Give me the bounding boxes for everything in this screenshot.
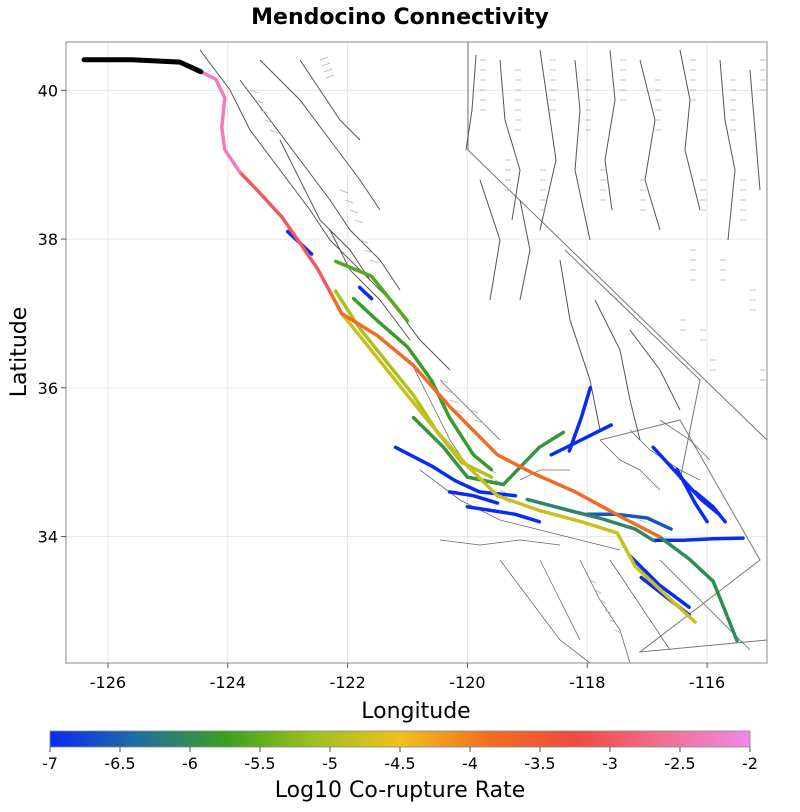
rupture-trace — [465, 505, 542, 524]
colorbar-tick-label: -5 — [322, 754, 338, 773]
rupture-trace — [585, 512, 673, 531]
x-tick-label: -124 — [210, 673, 246, 692]
rupture-trace — [651, 445, 721, 517]
rupture-trace — [627, 553, 691, 609]
colorbar-tick-label: -6 — [182, 754, 198, 773]
rupture-trace — [238, 170, 332, 293]
rupture-traces — [199, 69, 745, 643]
rupture-trace — [351, 296, 494, 472]
y-axis-label: Latitude — [7, 307, 32, 398]
grid — [66, 42, 767, 663]
background-faults — [199, 42, 767, 663]
rupture-trace — [339, 311, 697, 624]
colorbar — [49, 730, 751, 748]
y-tick-label: 34 — [38, 528, 58, 547]
chart-title: Mendocino Connectivity — [251, 5, 549, 30]
colorbar-tick-label: -2 — [742, 754, 758, 773]
x-tick-label: -126 — [90, 673, 126, 692]
rupture-trace — [327, 289, 661, 539]
rupture-trace — [333, 259, 410, 323]
colorbar-tick-label: -7 — [42, 754, 58, 773]
rupture-trace — [549, 423, 613, 457]
colorbar-tick-label: -3.5 — [524, 754, 555, 773]
plot-frame — [65, 41, 768, 664]
rupture-trace — [651, 536, 745, 543]
x-tick-label: -116 — [689, 673, 725, 692]
rupture-trace — [675, 467, 709, 524]
rupture-trace — [693, 490, 727, 524]
rupture-trace — [357, 285, 374, 301]
colorbar-tick-label: -2.5 — [664, 754, 695, 773]
rupture-trace — [199, 69, 242, 174]
rupture-trace — [657, 534, 739, 643]
rupture-trace — [411, 415, 566, 487]
y-axis-ticks: 34 36 38 40 — [38, 81, 66, 547]
y-tick-label: 38 — [38, 230, 58, 249]
x-axis-ticks: -126 -124 -122 -120 -118 -116 — [90, 663, 725, 692]
colorbar-tick-label: -6.5 — [104, 754, 135, 773]
colorbar-tick-label: -3 — [602, 754, 618, 773]
x-tick-label: -122 — [329, 673, 365, 692]
rupture-trace — [393, 445, 518, 498]
rupture-trace — [525, 497, 655, 543]
x-axis-label: Longitude — [361, 699, 470, 724]
colorbar-tick-label: -4.5 — [384, 754, 415, 773]
rupture-trace — [333, 289, 494, 479]
source-fault-trace — [81, 57, 204, 75]
y-tick-label: 40 — [38, 81, 58, 100]
y-tick-label: 36 — [38, 379, 58, 398]
colorbar-tick-label: -5.5 — [244, 754, 275, 773]
x-tick-label: -118 — [569, 673, 605, 692]
colorbar-ticks: -7 -6.5 -6 -5.5 -5 -4.5 -4 -3.5 -3 -2.5 -2 — [42, 747, 758, 773]
rupture-trace — [567, 386, 593, 453]
colorbar-label: Log10 Co-rupture Rate — [275, 778, 526, 803]
colorbar-tick-label: -4 — [462, 754, 478, 773]
source-fault — [81, 57, 204, 75]
rupture-trace — [447, 490, 500, 505]
x-tick-label: -120 — [449, 673, 485, 692]
